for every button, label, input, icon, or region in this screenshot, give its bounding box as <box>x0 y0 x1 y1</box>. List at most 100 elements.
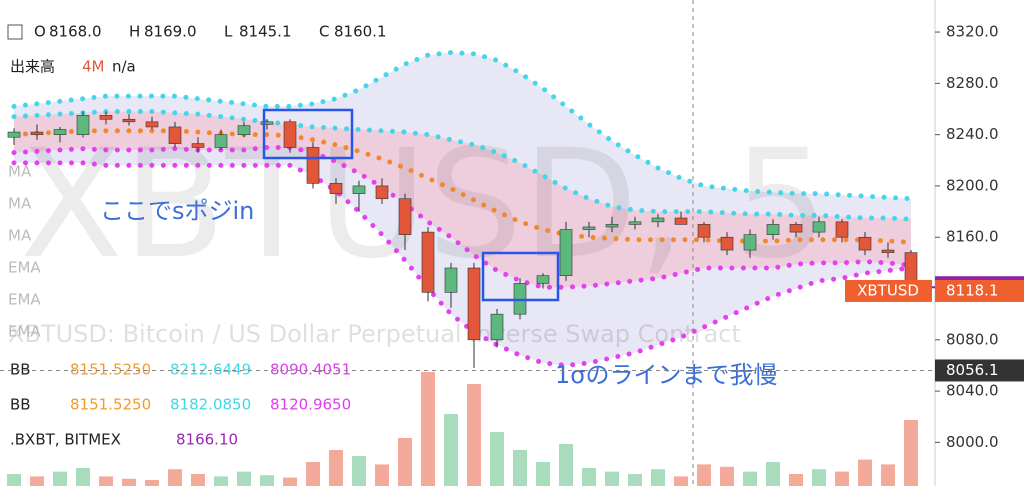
volume-bar <box>490 432 504 486</box>
volume-bar <box>766 462 780 486</box>
candle-body <box>352 185 366 194</box>
legend-value: 8151.5250 <box>70 396 151 414</box>
indicator-label: MA <box>8 195 32 213</box>
y-tick-label: 8280.0 <box>946 74 999 92</box>
volume-bar <box>260 475 274 486</box>
symbol-label-box <box>845 279 932 302</box>
volume-bar <box>697 464 711 486</box>
legend-name: BB <box>10 361 31 379</box>
candle-body <box>260 121 274 125</box>
candle-body <box>835 221 849 238</box>
ohlc-value: 8160.1 <box>334 23 387 41</box>
volume-bar <box>720 466 734 486</box>
legend-value: 8120.9650 <box>270 396 351 414</box>
candle-body <box>559 229 573 276</box>
candle-body <box>582 226 596 230</box>
ohlc-value: 8168.0 <box>49 23 102 41</box>
candle-body <box>398 198 412 235</box>
volume-value: 4M <box>82 58 105 76</box>
volume-bar <box>237 471 251 486</box>
candle-body <box>651 217 665 223</box>
volume-bar <box>789 474 803 486</box>
volume-bar <box>605 471 619 486</box>
volume-bar <box>513 450 527 486</box>
volume-bar <box>651 469 665 486</box>
volume-bar <box>582 468 596 486</box>
ohlc-key: C <box>319 23 329 41</box>
volume-bar <box>835 471 849 486</box>
indicator-label: MA <box>8 227 32 245</box>
y-tick-label: 8080.0 <box>946 330 999 348</box>
candle-body <box>306 147 320 184</box>
candle-body <box>99 115 113 120</box>
candle-body <box>237 125 251 135</box>
volume-bar <box>306 462 320 486</box>
candle-body <box>789 224 803 233</box>
candle-body <box>490 313 504 341</box>
candle-body <box>122 118 136 123</box>
ohlc-value: 8145.1 <box>239 23 292 41</box>
volume-bar <box>352 456 366 486</box>
y-tick-label: 8200.0 <box>946 176 999 194</box>
volume-bar <box>168 469 182 486</box>
candle-body <box>76 115 90 135</box>
legend-value: 8166.10 <box>176 431 238 449</box>
bollinger-line <box>11 50 914 202</box>
legend-value: 8090.4051 <box>270 361 351 379</box>
volume-bar <box>99 476 113 486</box>
volume-bar <box>674 476 688 486</box>
volume-bar <box>145 480 159 486</box>
indicator-label: EMA <box>8 323 41 341</box>
candle-body <box>421 231 435 293</box>
volume-bar <box>467 384 481 486</box>
candle-body <box>329 183 343 194</box>
candle-body <box>444 267 458 293</box>
volume-label: 出来高 <box>10 58 55 76</box>
ohlc-key: H <box>129 23 140 41</box>
volume-bar <box>421 372 435 486</box>
inner-band-fill <box>14 111 911 288</box>
volume-bar <box>904 420 918 486</box>
candle-body <box>467 267 481 341</box>
candle-body <box>7 131 21 138</box>
candle-body <box>214 134 228 148</box>
legend-name: BB <box>10 396 31 414</box>
volume-bar <box>743 471 757 486</box>
candle-body <box>720 236 734 251</box>
volume-bar <box>53 471 67 486</box>
highlight-box <box>262 108 354 160</box>
bollinger-line <box>11 128 914 245</box>
ohlc-value: 8169.0 <box>144 23 197 41</box>
price-label: 8056.1 <box>946 361 999 379</box>
volume-bar <box>628 474 642 486</box>
indicator-label: MA <box>8 163 32 181</box>
volume-bar <box>30 476 44 486</box>
price-label-box <box>935 279 1024 302</box>
indicator-label: EMA <box>8 259 41 277</box>
candle-body <box>168 126 182 144</box>
candle-body <box>697 224 711 238</box>
candle-body <box>536 275 550 284</box>
ohlc-key: O <box>34 23 46 41</box>
y-tick-label: 8160.0 <box>946 228 999 246</box>
volume-bar <box>191 474 205 486</box>
volume-bar <box>858 459 872 486</box>
candle-body <box>605 224 619 228</box>
price-label-box <box>935 359 1024 382</box>
y-tick-label: 8240.0 <box>946 125 999 143</box>
volume-bar <box>559 444 573 486</box>
y-tick-label: 8040.0 <box>946 382 999 400</box>
volume-bar <box>122 478 136 486</box>
bollinger-line <box>11 109 914 222</box>
volume-bar <box>375 464 389 486</box>
volume-change: n/a <box>112 58 136 76</box>
candle-body <box>53 129 67 135</box>
y-tick-label: 8320.0 <box>946 23 999 41</box>
legend-name: .BXBT, BITMEX <box>10 431 121 449</box>
candle-body <box>191 143 205 148</box>
volume-bar <box>881 464 895 486</box>
bollinger-line <box>11 160 914 368</box>
legend-value: 8212.6449 <box>170 361 251 379</box>
